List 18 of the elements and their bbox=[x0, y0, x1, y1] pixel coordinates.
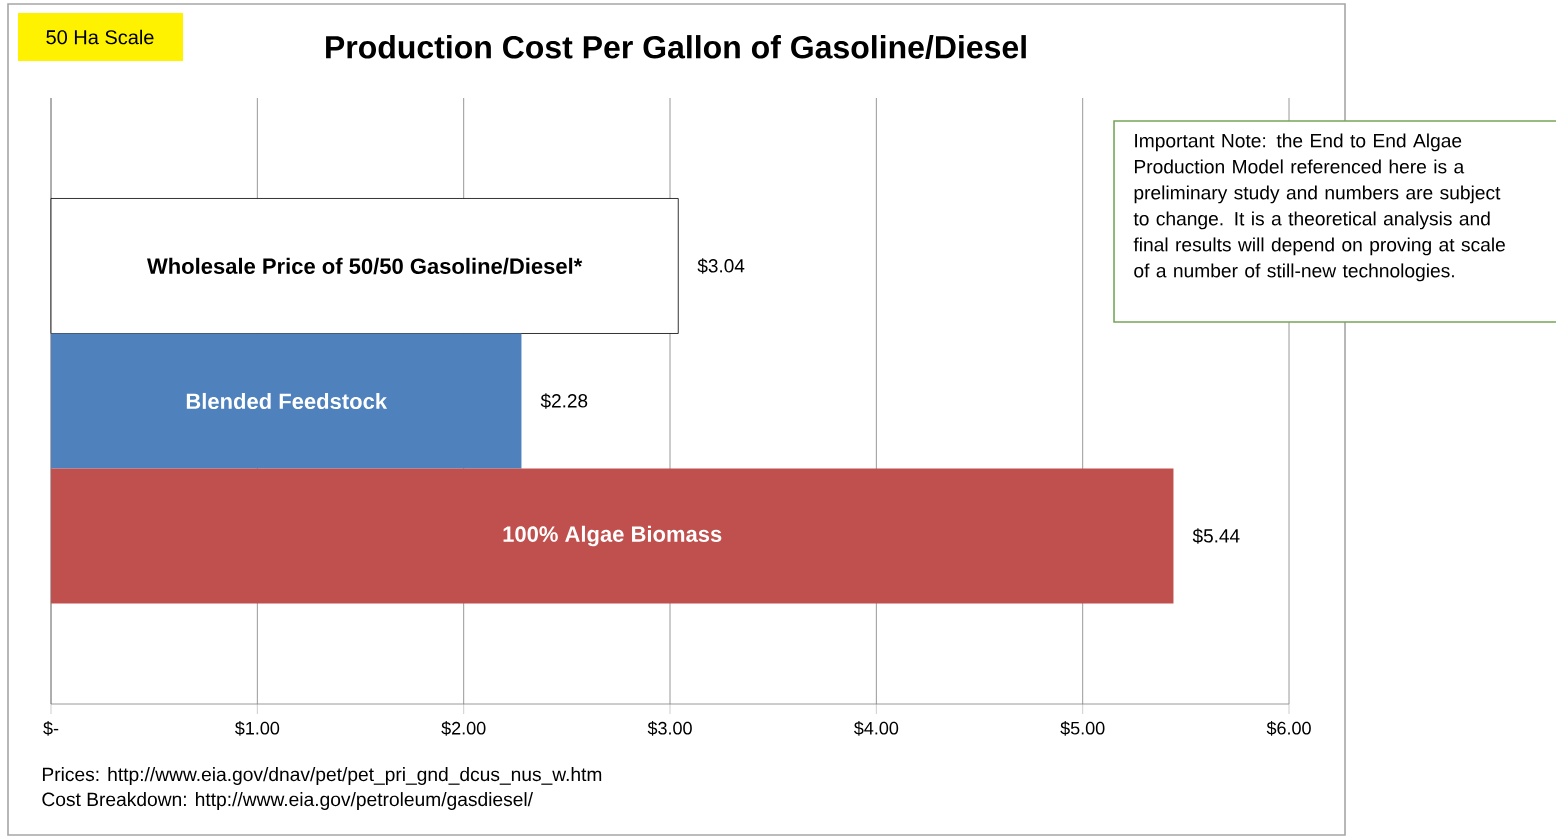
x-tick-label: $3.00 bbox=[647, 721, 692, 736]
x-tick-label: $2.00 bbox=[441, 721, 486, 736]
text: Prices: http://www.eia.gov/dnav/pet/pet_pri_gnd_dcus_nus_w.htm bbox=[42, 767, 602, 785]
annotation: Important Note: the End to End Algae Production Model referenced here is a preliminary study and numbers are subject to change. It is a theoretical analysis and final results will depend on proving at scale of a number of still-new technologies. bbox=[1133, 133, 1505, 282]
chart-title: Production Cost Per Gallon of Gasoline/Diesel bbox=[326, 35, 1026, 59]
x-tick-label: $4.00 bbox=[854, 721, 899, 736]
text: 50 Ha Scale bbox=[46, 29, 154, 45]
x-tick-label: $- bbox=[43, 721, 59, 736]
x-tick-label: $6.00 bbox=[1266, 721, 1311, 736]
y-tick-label: 100% Algae Biomass bbox=[503, 525, 722, 547]
data-label: $5.44 bbox=[1192, 528, 1240, 544]
data-label: $3.04 bbox=[697, 258, 745, 274]
x-tick-label: $1.00 bbox=[235, 721, 280, 736]
y-tick-label: Wholesale Price of 50/50 Gasoline/Diesel* bbox=[147, 257, 583, 275]
y-tick-label: Blended Feedstock bbox=[186, 392, 388, 410]
data-label: $2.28 bbox=[540, 393, 588, 409]
text: Cost Breakdown: http://www.eia.gov/petroleum/gasdiesel/ bbox=[42, 792, 533, 810]
x-tick-label: $5.00 bbox=[1060, 721, 1105, 736]
